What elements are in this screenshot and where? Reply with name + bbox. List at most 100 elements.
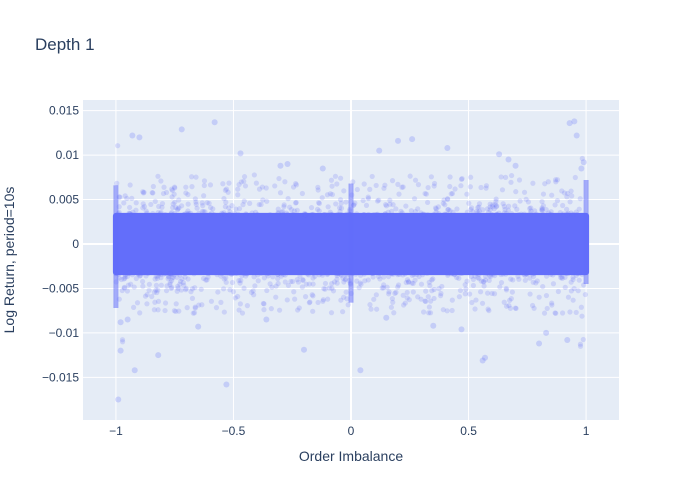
halo-point [387,201,393,207]
halo-point [258,201,264,208]
halo-point [472,306,478,312]
halo-point [124,288,130,294]
halo-point [214,272,220,278]
halo-point [234,270,240,277]
halo-point [129,211,135,218]
halo-point [322,280,329,287]
halo-point [182,274,188,280]
halo-point [452,186,458,192]
halo-point [485,290,491,296]
halo-point [189,295,196,301]
scatter-point [571,118,578,125]
halo-point [531,270,537,277]
halo-point [361,212,367,218]
halo-point [489,211,495,218]
halo-point [395,181,401,187]
halo-point [508,296,514,302]
halo-point [155,298,162,304]
halo-point [528,205,534,211]
halo-point [399,184,405,190]
halo-point [309,292,315,298]
y-tick-label: −0.005 [42,281,79,295]
halo-point [226,205,232,211]
halo-point [503,287,510,293]
halo-point [130,209,136,215]
halo-point [561,190,568,196]
halo-point [315,187,321,193]
halo-point [395,284,401,290]
halo-point [423,288,429,294]
chart-title: Depth 1 [35,35,95,54]
halo-point [462,282,468,288]
halo-point [500,271,506,277]
halo-point [177,278,184,285]
halo-point [431,295,437,302]
halo-point [575,288,581,294]
halo-point [560,211,567,217]
halo-point [153,287,159,293]
halo-point [273,283,279,289]
halo-point [141,189,147,195]
halo-point [560,202,566,209]
halo-point [144,291,150,298]
halo-point [310,270,316,277]
halo-point [309,211,315,218]
halo-point [468,273,474,279]
halo-point [253,180,259,186]
x-tick-label: −1 [109,424,123,438]
halo-point [146,281,152,287]
halo-point [252,283,258,289]
halo-point [343,289,349,295]
halo-point [539,205,545,211]
halo-point [444,211,450,218]
halo-point [303,281,309,287]
halo-point [559,274,565,280]
halo-point [236,307,242,313]
halo-point [473,270,480,276]
halo-point [448,191,454,197]
halo-point [185,201,191,207]
scatter-point [409,136,416,143]
halo-point [191,271,197,277]
halo-point [151,307,157,313]
halo-point [201,182,207,189]
halo-point [493,211,500,217]
halo-point [148,201,154,208]
halo-point [126,270,133,276]
halo-point [485,306,491,312]
halo-point [437,293,444,299]
halo-point [185,208,191,214]
halo-point [194,205,200,211]
halo-point [415,206,421,212]
halo-point [300,277,306,284]
halo-point [220,181,226,187]
halo-point [375,273,382,280]
halo-point [165,276,171,282]
halo-point [199,200,205,206]
halo-point [367,302,373,308]
halo-point [334,276,340,282]
halo-point [527,291,533,297]
halo-point [181,212,187,218]
halo-point [406,297,412,303]
halo-point [343,211,350,217]
halo-point [319,272,326,278]
halo-point [389,178,396,184]
halo-point [579,271,585,278]
halo-point [398,208,404,214]
halo-point [114,180,120,186]
halo-point [486,307,492,314]
halo-point [229,271,235,277]
halo-point [559,310,566,316]
halo-point [222,187,228,193]
halo-point [412,277,418,283]
halo-point [170,205,176,211]
scatter-point [237,150,244,157]
halo-point [539,207,545,213]
halo-point [255,272,261,278]
halo-point [149,293,155,300]
halo-point [163,189,170,196]
halo-point [338,200,344,207]
halo-point [322,286,328,292]
halo-point [390,202,396,208]
